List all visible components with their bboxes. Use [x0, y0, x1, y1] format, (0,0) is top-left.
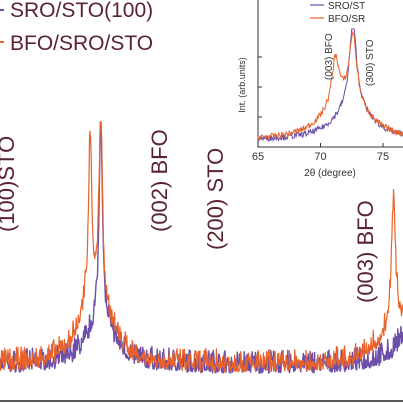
main-legend: SRO/STO(100) BFO/SRO/STO — [0, 0, 153, 55]
inset-x-tick-label: 75 — [377, 151, 389, 163]
legend-label-bfo-sro-sto: BFO/SRO/STO — [10, 32, 153, 55]
inset-y-axis-label: Int. (arb.units) — [237, 57, 247, 113]
inset-x-tick-label: 65 — [252, 151, 264, 163]
inset-peak-label-003-bfo: (003) BFO — [324, 33, 335, 80]
inset-chart: 65 70 75 SRO/ST BFO/SR (003) BFO (300) STO… — [237, 0, 403, 179]
inset-series-line-bfo-sr — [257, 31, 403, 141]
peak-label-002-bfo: (002) BFO — [147, 129, 172, 232]
inset-legend-label-bfo: BFO/SR — [328, 14, 365, 25]
peak-label-200-sto: (200) STO — [203, 148, 228, 250]
legend-label-sro-sto: SRO/STO(100) — [10, 0, 153, 22]
inset-x-tick-label: 70 — [314, 151, 326, 163]
inset-peak-label-300-sto: (300) STO — [365, 39, 376, 86]
inset-legend-label-sro: SRO/ST — [328, 1, 365, 12]
main-series-line-bfo-sro-sto — [0, 121, 403, 373]
main-series-line-sro-sto-100 — [0, 121, 403, 374]
main-series-group — [0, 121, 403, 374]
peak-label-100-sto: (100)STO — [0, 136, 19, 232]
inset-series-group — [257, 28, 403, 143]
peak-label-003-bfo: (003) BFO — [353, 200, 378, 303]
inset-ticks-group: 65 70 75 — [252, 56, 389, 163]
inset-series-line-sro-st — [257, 28, 403, 143]
inset-x-axis-label: 2θ (degree) — [304, 168, 356, 179]
